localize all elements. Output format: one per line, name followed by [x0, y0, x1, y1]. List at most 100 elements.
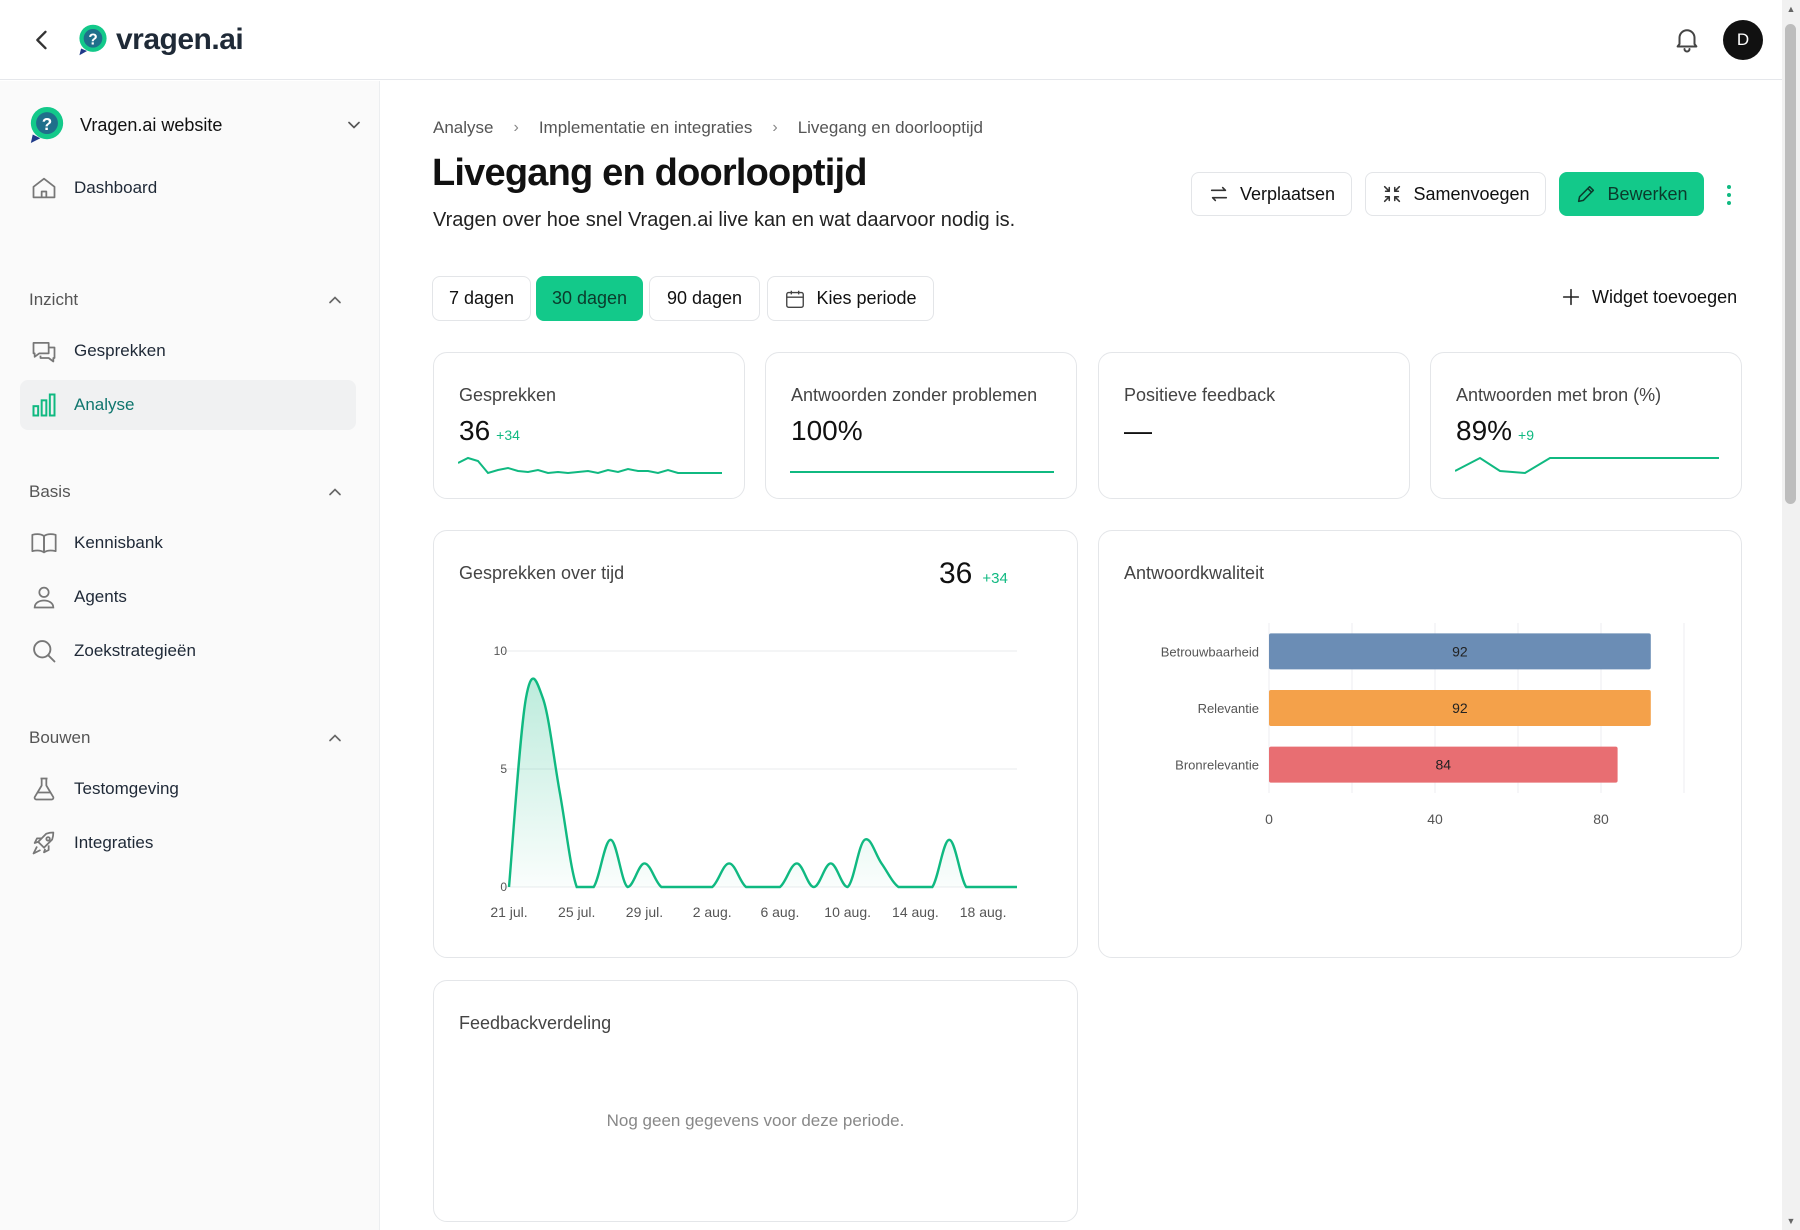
sparkline: [1455, 456, 1719, 475]
breadcrumb-item[interactable]: Analyse: [433, 118, 494, 137]
x-tick-label: 10 aug.: [824, 904, 871, 920]
chart-title: Gesprekken over tijd: [459, 563, 625, 583]
sidebar-item-label: Integraties: [74, 833, 154, 852]
section-label: Inzicht: [29, 290, 79, 309]
home-icon: [32, 177, 56, 199]
kpi-card-answers-no-problems[interactable]: Antwoorden zonder problemen 100%: [765, 352, 1077, 499]
edit-button[interactable]: Bewerken: [1559, 172, 1704, 216]
svg-text:?: ?: [88, 31, 97, 48]
x-tick-label: 29 jul.: [626, 904, 663, 920]
chart-card-conversations-over-time: Gesprekken over tijd 36 +34 0 5 10 21 jul. 25…: [433, 530, 1078, 958]
search-icon: [33, 640, 56, 663]
kpi-card-answers-with-source[interactable]: Antwoorden met bron (%) 89% +9: [1430, 352, 1742, 499]
section-inzicht[interactable]: Inzicht: [29, 288, 345, 312]
scroll-up-arrow-icon[interactable]: ▲: [1786, 4, 1796, 14]
workspace-switcher[interactable]: ? Vragen.ai website: [28, 103, 364, 147]
period-label: 90 dagen: [666, 288, 743, 308]
category-label: Betrouwbaarheid: [1161, 644, 1259, 659]
sidebar-item-testomgeving[interactable]: Testomgeving: [20, 764, 356, 814]
sidebar-item-analyse[interactable]: Analyse: [20, 380, 356, 430]
user-icon: [33, 586, 55, 609]
y-tick-label: 0: [500, 880, 507, 894]
sidebar-item-agents[interactable]: Agents: [20, 572, 356, 622]
sidebar-item-integraties[interactable]: Integraties: [20, 818, 356, 868]
rocket-icon: [32, 831, 55, 855]
kpi-card-gesprekken[interactable]: Gesprekken 36 +34: [433, 352, 745, 499]
breadcrumb-item[interactable]: Implementatie en integraties: [538, 118, 753, 137]
bell-icon[interactable]: [1672, 24, 1704, 56]
breadcrumb-item[interactable]: Livegang en doorlooptijd: [797, 118, 983, 137]
kpi-card-positive-feedback[interactable]: Positieve feedback —: [1098, 352, 1410, 499]
kpi-title: Antwoorden zonder problemen: [791, 385, 1038, 405]
period-label: 30 dagen: [551, 288, 628, 308]
kpi-title: Gesprekken: [459, 385, 557, 405]
move-button-label: Verplaatsen: [1239, 183, 1336, 204]
chart-total-delta: +34: [982, 570, 1008, 587]
avatar[interactable]: D: [1723, 20, 1763, 60]
bar-value-label: 92: [1452, 700, 1468, 716]
series-area: [509, 678, 1017, 887]
bar-value-label: 92: [1452, 643, 1468, 659]
section-basis[interactable]: Basis: [29, 480, 345, 504]
brand-logo[interactable]: ? vragen.ai: [76, 20, 244, 60]
calendar-icon: [786, 290, 805, 308]
chat-icon: [32, 341, 56, 363]
section-bouwen[interactable]: Bouwen: [29, 726, 345, 750]
pencil-icon: [1578, 185, 1595, 203]
chevron-up-icon: [329, 488, 341, 496]
kpi-value: 89% +9: [1456, 415, 1535, 446]
custom-period-label: Kies periode: [816, 288, 917, 308]
workspace-name: Vragen.ai website: [80, 114, 223, 135]
y-tick-label: 5: [500, 762, 507, 776]
x-tick-label: 14 aug.: [892, 904, 939, 920]
period-7-days[interactable]: 7 dagen: [432, 276, 531, 321]
scroll-down-arrow-icon[interactable]: ▼: [1786, 1216, 1796, 1226]
chart-title: Antwoordkwaliteit: [1124, 563, 1265, 583]
add-widget-button[interactable]: Widget toevoegen: [1560, 286, 1737, 308]
kpi-value: 100%: [791, 415, 863, 446]
section-label: Basis: [29, 482, 71, 501]
y-tick-label: 10: [494, 644, 508, 658]
scrollbar-thumb[interactable]: [1785, 24, 1796, 504]
back-arrow-icon[interactable]: [28, 26, 56, 54]
period-90-days[interactable]: 90 dagen: [649, 276, 760, 321]
sidebar-item-zoekstrategieen[interactable]: Zoekstrategieën: [20, 626, 356, 676]
x-tick-label: 25 jul.: [558, 904, 595, 920]
sidebar-item-kennisbank[interactable]: Kennisbank: [20, 518, 356, 568]
x-tick-label: 21 jul.: [490, 904, 527, 920]
category-label: Relevantie: [1198, 701, 1259, 716]
chevron-up-icon: [329, 296, 341, 304]
sparkline: [458, 456, 722, 475]
kpi-delta: +9: [1518, 427, 1535, 443]
merge-icon: [1384, 185, 1401, 203]
x-tick-label: 18 aug.: [960, 904, 1007, 920]
sidebar-item-label: Gesprekken: [74, 341, 166, 360]
merge-button-label: Samenvoegen: [1413, 183, 1530, 204]
bar: [1269, 690, 1651, 726]
chart-total: 36 +34: [939, 557, 1008, 590]
custom-period-button[interactable]: Kies periode: [767, 276, 934, 321]
kpi-title: Positieve feedback: [1124, 385, 1276, 405]
svg-text:?: ?: [42, 115, 52, 134]
sidebar-item-gesprekken[interactable]: Gesprekken: [20, 326, 356, 376]
more-options-icon[interactable]: [1720, 182, 1738, 208]
move-button[interactable]: Verplaatsen: [1191, 172, 1352, 216]
bar-value-label: 84: [1436, 757, 1452, 773]
plus-icon: [1562, 288, 1580, 306]
x-tick-label: 0: [1265, 811, 1273, 827]
workspace-logo-icon: ?: [30, 106, 64, 144]
chevron-right-icon: ›: [513, 119, 519, 136]
chart-card-feedback-distribution: Feedbackverdeling Nog geen gegevens voor…: [433, 980, 1078, 1222]
sidebar-item-dashboard[interactable]: Dashboard: [20, 163, 356, 213]
chart-card-answer-quality: Antwoordkwaliteit Betrouwbaarheid 92 Relev…: [1098, 530, 1742, 958]
merge-button[interactable]: Samenvoegen: [1365, 172, 1546, 216]
period-30-days[interactable]: 30 dagen: [536, 276, 643, 321]
section-label: Bouwen: [29, 728, 91, 747]
series-line: [507, 677, 1017, 889]
chevron-up-icon: [329, 734, 341, 742]
sparkline: [790, 471, 1054, 473]
edit-button-label: Bewerken: [1607, 183, 1688, 204]
category-label: Bronrelevantie: [1175, 758, 1259, 773]
bar: [1269, 746, 1618, 783]
kpi-value: —: [1124, 415, 1152, 446]
